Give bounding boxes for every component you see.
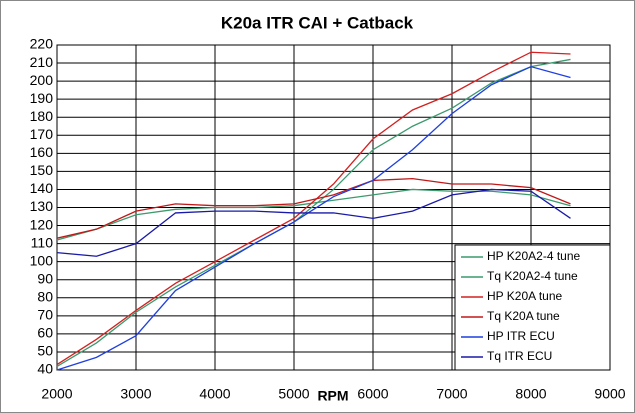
y-tick-label: 100 xyxy=(30,252,54,268)
x-tick-label: 7000 xyxy=(436,386,467,402)
x-tick-label: 9000 xyxy=(594,386,625,402)
y-tick-label: 70 xyxy=(37,307,53,323)
x-tick-label: 4000 xyxy=(199,386,230,402)
y-tick-label: 80 xyxy=(37,288,53,304)
series-line xyxy=(56,188,571,241)
series-line xyxy=(56,51,571,366)
chart-title: K20a ITR CAI + Catback xyxy=(221,13,414,32)
legend-label: HP ITR ECU xyxy=(487,329,555,343)
y-tick-label: 140 xyxy=(30,180,54,196)
series-line xyxy=(56,177,571,239)
legend-label: Tq K20A2-4 tune xyxy=(487,269,578,283)
y-tick-label: 220 xyxy=(30,36,54,52)
x-tick-label: 8000 xyxy=(515,386,546,402)
series-line xyxy=(56,65,571,371)
y-tick-label: 160 xyxy=(30,144,54,160)
x-tick-label: 3000 xyxy=(120,386,151,402)
legend-label: HP K20A tune xyxy=(487,289,562,303)
y-tick-label: 190 xyxy=(30,90,54,106)
y-tick-label: 40 xyxy=(37,361,53,377)
y-tick-label: 110 xyxy=(31,234,54,250)
y-tick-label: 180 xyxy=(30,108,54,124)
y-tick-label: 150 xyxy=(30,162,54,178)
y-tick-label: 210 xyxy=(30,54,54,70)
series-line xyxy=(56,58,571,367)
y-tick-label: 120 xyxy=(30,216,54,232)
y-tick-label: 50 xyxy=(37,343,53,359)
x-tick-label: 5000 xyxy=(278,386,309,402)
legend-label: Tq K20A tune xyxy=(487,309,560,323)
legend-label: HP K20A2-4 tune xyxy=(487,249,581,263)
y-tick-label: 200 xyxy=(30,72,54,88)
x-tick-label: 2000 xyxy=(41,386,72,402)
series-line xyxy=(56,188,571,257)
x-tick-label: 6000 xyxy=(357,386,388,402)
y-tick-label: 60 xyxy=(37,325,53,341)
y-tick-label: 90 xyxy=(37,270,53,286)
legend-box xyxy=(454,244,611,371)
y-tick-label: 170 xyxy=(30,126,54,142)
legend-label: Tq ITR ECU xyxy=(487,349,552,363)
x-axis-label: RPM xyxy=(317,388,348,404)
y-tick-label: 130 xyxy=(30,198,54,214)
